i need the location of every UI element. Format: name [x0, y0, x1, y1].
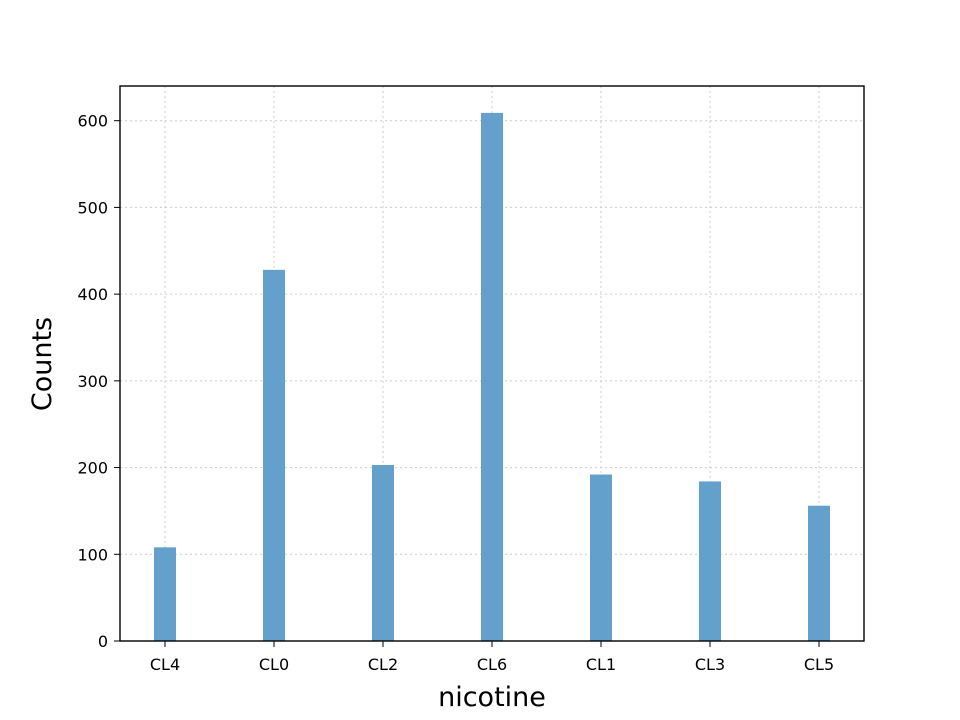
- y-tick-label: 100: [77, 545, 108, 564]
- y-tick-label: 300: [77, 372, 108, 391]
- y-tick-label: 400: [77, 285, 108, 304]
- bar-cl3: [699, 481, 721, 641]
- bar-cl4: [154, 547, 176, 641]
- x-tick-label: CL4: [150, 655, 180, 674]
- y-tick-label: 600: [77, 112, 108, 131]
- bar-cl5: [808, 505, 830, 641]
- bar-cl6: [481, 112, 503, 641]
- x-tick-label: CL0: [259, 655, 289, 674]
- bar-cl0: [263, 269, 285, 641]
- x-tick-label: CL5: [804, 655, 834, 674]
- bars-layer: [154, 112, 830, 641]
- y-tick-label: 200: [77, 459, 108, 478]
- bar-cl2: [372, 464, 394, 641]
- x-tick-label: CL3: [695, 655, 725, 674]
- x-tick-label: CL2: [368, 655, 398, 674]
- bar-cl1: [590, 474, 612, 641]
- y-axis-label: Counts: [27, 317, 58, 411]
- x-axis-label: nicotine: [438, 682, 546, 713]
- x-tick-label: CL6: [477, 655, 507, 674]
- ticks-layer: CL4 CL0 CL2 CL6 CL1 CL3 CL5 0 100 200 300 400 500 600: [77, 112, 834, 674]
- x-tick-label: CL1: [586, 655, 616, 674]
- y-tick-label: 500: [77, 198, 108, 217]
- y-tick-label: 0: [98, 632, 108, 651]
